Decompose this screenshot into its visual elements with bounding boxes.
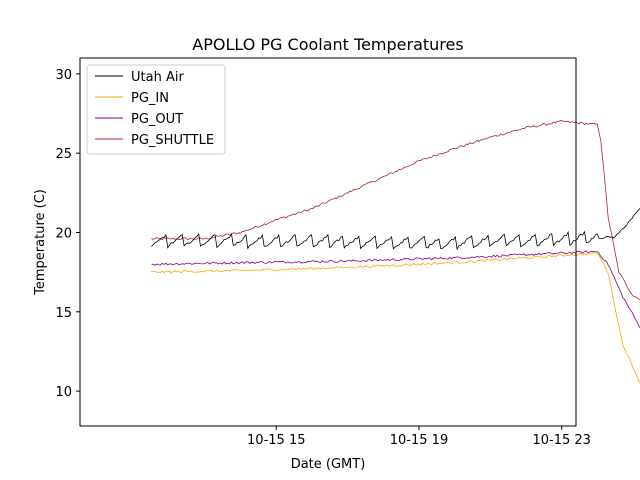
plot-frame [79, 57, 577, 427]
legend-label: Utah Air [131, 70, 184, 85]
legend-label: PG_SHUTTLE [131, 133, 214, 148]
y-tick-label: 20 [55, 226, 72, 241]
x-axis-label: Date (GMT) [291, 457, 366, 472]
series-line-pg-shuttle [151, 120, 640, 301]
series-line-pg-in [151, 251, 640, 383]
legend-label: PG_OUT [131, 112, 183, 127]
y-axis-ticks: 10 15 20 25 30 [55, 68, 80, 400]
y-axis-label: Temperature (C) [33, 189, 48, 296]
x-tick-label: 10-15 19 [390, 433, 448, 448]
legend-label: PG_IN [131, 91, 169, 106]
x-tick-label: 10-15 15 [247, 433, 305, 448]
series-layer [151, 120, 640, 383]
x-tick-label: 10-15 23 [533, 433, 591, 448]
chart-title: APOLLO PG Coolant Temperatures [192, 35, 463, 54]
series-line-utah-air [151, 208, 640, 251]
legend-box [86, 64, 226, 155]
y-tick-label: 25 [55, 147, 72, 162]
legend: Utah Air PG_IN PG_OUT PG_SHUTTLE [86, 64, 226, 155]
y-tick-label: 15 [55, 306, 72, 321]
y-tick-label: 10 [55, 385, 72, 400]
series-line-pg-out [151, 250, 640, 329]
y-tick-label: 30 [55, 68, 72, 83]
